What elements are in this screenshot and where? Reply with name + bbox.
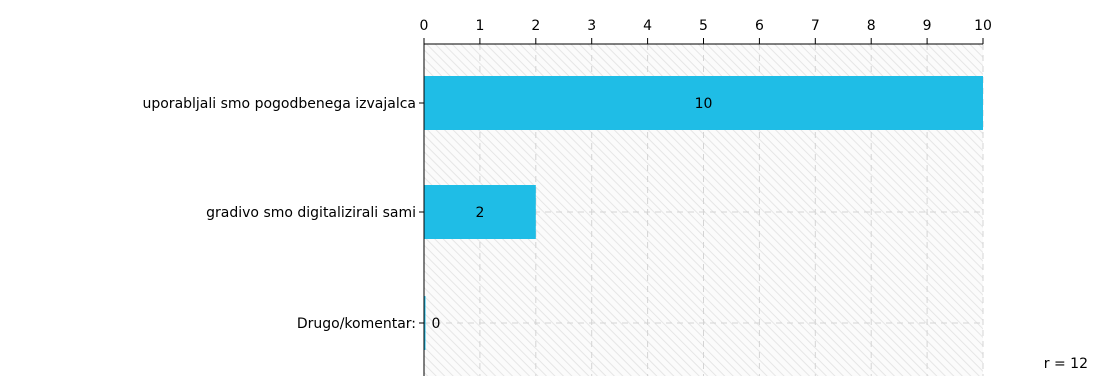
- bar: [424, 76, 983, 130]
- bar-value-label: 2: [475, 205, 484, 221]
- x-tick-label: 3: [587, 18, 596, 34]
- axes: uporabljali smo pogodbenega izvajalca gra…: [142, 18, 992, 376]
- x-tick-label: 1: [475, 18, 484, 34]
- bar-value-label: 0: [432, 316, 441, 332]
- x-tick-label: 5: [699, 18, 708, 34]
- category-label: uporabljali smo pogodbenega izvajalca: [142, 96, 416, 112]
- x-tick-label: 2: [531, 18, 540, 34]
- x-tick-label: 4: [643, 18, 652, 34]
- x-tick-label: 8: [867, 18, 876, 34]
- bars: 10 2 0: [424, 76, 983, 350]
- bar-value-label: 10: [695, 96, 713, 112]
- x-tick-label: 6: [755, 18, 764, 34]
- x-tick-label: 0: [420, 18, 429, 34]
- x-tick-label: 9: [923, 18, 932, 34]
- category-label: gradivo smo digitalizirali sami: [206, 205, 416, 221]
- category-label: Drugo/komentar:: [297, 316, 416, 332]
- x-tick-label: 7: [811, 18, 820, 34]
- bar: [424, 185, 536, 239]
- bar: [424, 296, 426, 350]
- x-tick-label: 10: [974, 18, 992, 34]
- respondent-count: r = 12: [1043, 356, 1088, 372]
